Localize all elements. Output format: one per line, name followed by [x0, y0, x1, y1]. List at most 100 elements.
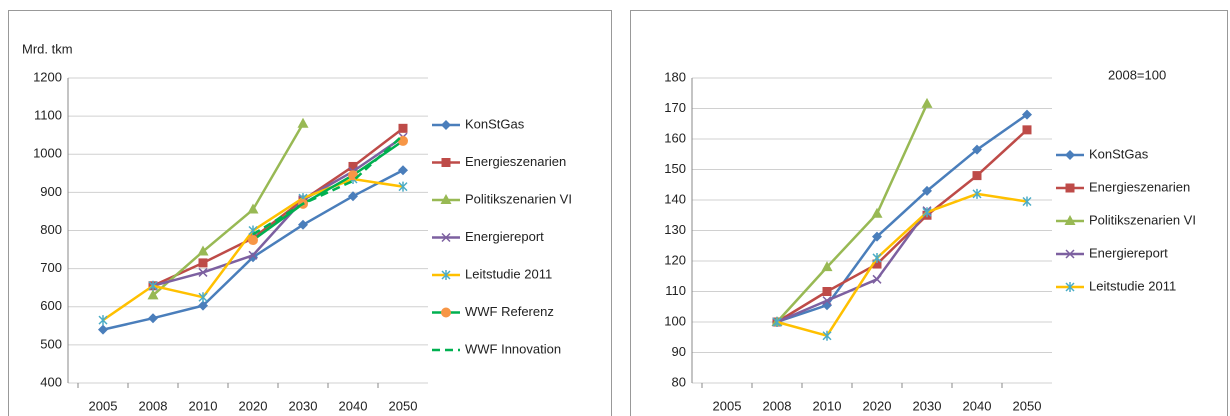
marker — [822, 287, 832, 296]
x-tick-label: 2008 — [139, 398, 168, 413]
y-tick-label: 900 — [40, 184, 62, 199]
marker — [441, 307, 451, 318]
marker — [872, 259, 882, 269]
marker — [1065, 183, 1075, 193]
x-tick-label: 2030 — [289, 398, 318, 413]
marker — [147, 289, 159, 300]
y-tick-label: 140 — [664, 191, 686, 206]
y-tick-label: 100 — [664, 313, 686, 328]
x-tick-label: 2030 — [913, 398, 942, 413]
marker — [348, 191, 358, 202]
marker — [441, 158, 451, 167]
panel-frame — [8, 10, 612, 416]
marker — [872, 252, 882, 263]
legend-label: Politikszenarien VI — [465, 191, 572, 206]
annotation: 2008=100 — [1108, 67, 1166, 82]
panel-frame — [630, 10, 1228, 416]
marker — [922, 207, 932, 218]
legend-label: Leitstudie 2011 — [465, 266, 552, 281]
y-tick-label: 1100 — [34, 108, 62, 123]
series-line — [152, 123, 305, 297]
marker — [922, 185, 932, 196]
y-tick-label: 90 — [672, 344, 686, 359]
legend-label: WWF Innovation — [465, 341, 561, 356]
marker — [198, 267, 208, 277]
marker — [441, 120, 451, 130]
marker — [398, 181, 408, 192]
y-tick-label: 500 — [40, 336, 62, 351]
marker — [297, 117, 309, 128]
marker — [98, 324, 108, 335]
y-tick-label: 1200 — [33, 69, 62, 84]
series-line — [152, 136, 404, 287]
x-tick-label: 2010 — [189, 398, 218, 413]
series-line — [776, 103, 929, 323]
y-tick-label: 130 — [664, 222, 686, 237]
x-tick-label: 2010 — [813, 398, 842, 413]
y-tick-label: 180 — [664, 69, 686, 84]
legend-label: Energieszenarien — [1089, 179, 1190, 194]
marker — [197, 245, 209, 256]
marker — [1022, 125, 1032, 135]
series-line — [776, 209, 929, 324]
marker — [440, 194, 452, 204]
series-line — [776, 192, 1028, 337]
y-tick-label: 160 — [664, 130, 686, 145]
marker — [1065, 249, 1075, 259]
marker — [872, 274, 882, 284]
legend-label: KonStGas — [465, 116, 525, 131]
legend-label: Politikszenarien VI — [1089, 212, 1196, 227]
legend-label: Energiereport — [465, 229, 544, 244]
marker — [198, 292, 208, 303]
x-tick-label: 2020 — [239, 398, 268, 413]
legend-label: Leitstudie 2011 — [1089, 278, 1176, 293]
marker — [872, 231, 882, 242]
marker — [398, 123, 408, 133]
x-tick-label: 2005 — [713, 398, 742, 413]
series-line — [776, 113, 1028, 324]
marker — [441, 232, 451, 243]
y-tick-label: 1000 — [33, 146, 62, 161]
y-tick-label: 600 — [40, 298, 62, 313]
legend-label: KonStGas — [1089, 146, 1149, 161]
y-axis-label: Mrd. tkm — [22, 41, 73, 56]
x-tick-label: 2005 — [89, 398, 118, 413]
marker — [248, 235, 258, 246]
marker — [822, 330, 832, 341]
x-tick-label: 2040 — [339, 398, 368, 413]
marker — [298, 219, 308, 230]
x-tick-label: 2050 — [389, 398, 418, 413]
x-tick-label: 2020 — [863, 398, 892, 413]
marker — [821, 261, 833, 272]
marker — [921, 97, 933, 108]
marker — [348, 161, 358, 171]
y-tick-label: 170 — [664, 100, 686, 115]
series-line — [776, 128, 1028, 324]
marker — [1022, 109, 1032, 120]
y-tick-label: 700 — [40, 260, 62, 275]
marker — [1064, 215, 1076, 225]
y-tick-label: 150 — [664, 161, 686, 176]
marker — [198, 300, 208, 311]
marker — [1022, 196, 1032, 207]
marker — [1065, 150, 1075, 160]
x-tick-label: 2008 — [763, 398, 792, 413]
marker — [248, 250, 258, 260]
marker — [871, 207, 883, 218]
marker — [972, 171, 982, 181]
marker — [822, 296, 832, 306]
marker — [972, 188, 982, 199]
y-tick-label: 80 — [672, 374, 686, 389]
y-tick-label: 110 — [665, 283, 686, 298]
marker — [972, 144, 982, 155]
y-tick-label: 400 — [40, 374, 62, 389]
x-tick-label: 2040 — [963, 398, 992, 413]
marker — [247, 203, 259, 214]
marker — [198, 258, 208, 268]
legend-label: WWF Referenz — [465, 304, 554, 319]
marker — [148, 280, 158, 291]
marker — [148, 313, 158, 324]
marker — [441, 270, 451, 280]
marker — [398, 165, 408, 176]
y-tick-label: 120 — [664, 252, 686, 267]
